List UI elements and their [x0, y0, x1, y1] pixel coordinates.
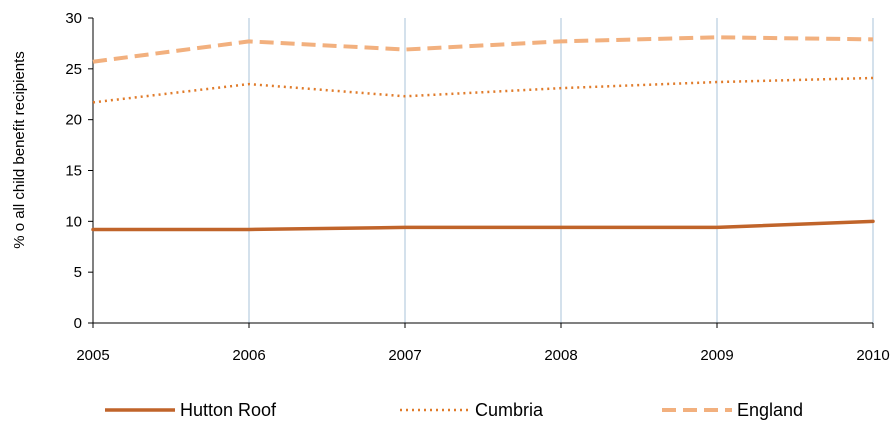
data-point-cumbria: [870, 75, 876, 81]
y-tick-label: 5: [74, 264, 82, 281]
series-line-cumbria: [92, 76, 874, 104]
legend-label-england: England: [737, 400, 803, 420]
axes: 0 5 10 15 20 25 30 2005 2006 2007 2008 2009 2010: [65, 10, 889, 364]
x-tick-label: 2010: [856, 347, 889, 364]
x-tick-label: 2007: [388, 347, 421, 364]
y-tick-label: 15: [65, 163, 82, 180]
data-point-hutton-roof: [402, 224, 408, 230]
data-point-cumbria: [714, 79, 720, 85]
y-tick-label: 20: [65, 112, 82, 129]
y-tick-label: 30: [65, 10, 82, 27]
y-tick-label: 0: [74, 315, 82, 332]
y-tick-label: 25: [65, 61, 82, 78]
data-point-hutton-roof: [90, 226, 96, 232]
data-point-cumbria: [90, 99, 96, 105]
series-line-england: [92, 35, 874, 64]
series-line-hutton-roof: [91, 219, 875, 232]
x-tick-label: 2006: [232, 347, 265, 364]
data-point-cumbria: [246, 81, 252, 87]
data-point-cumbria: [402, 93, 408, 99]
data-point-england: [870, 36, 876, 42]
x-tick-label: 2005: [76, 347, 109, 364]
x-tick-label: 2009: [700, 347, 733, 364]
gridlines: [248, 18, 874, 323]
x-tick-label: 2008: [544, 347, 577, 364]
data-point-cumbria: [558, 85, 564, 91]
legend-label-cumbria: Cumbria: [475, 400, 544, 420]
y-tick-label: 10: [65, 213, 82, 230]
series-lines: [90, 34, 876, 232]
data-point-hutton-roof: [714, 224, 720, 230]
data-point-england: [714, 34, 720, 40]
y-axis-title: % o all child benefit recipients: [11, 51, 28, 249]
data-point-england: [402, 47, 408, 53]
legend: Hutton Roof Cumbria England: [105, 400, 803, 420]
data-point-hutton-roof: [246, 226, 252, 232]
data-point-england: [246, 38, 252, 44]
data-point-hutton-roof: [870, 218, 876, 224]
legend-label-hutton-roof: Hutton Roof: [180, 400, 277, 420]
data-point-england: [90, 59, 96, 65]
data-point-england: [558, 38, 564, 44]
data-point-hutton-roof: [558, 224, 564, 230]
